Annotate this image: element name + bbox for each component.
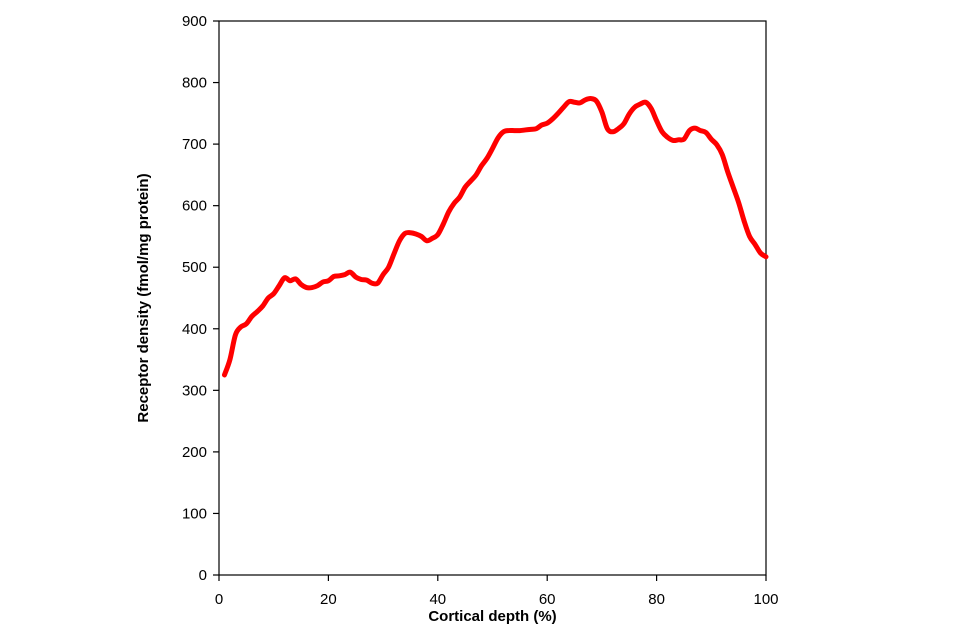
- x-axis-title: Cortical depth (%): [428, 608, 556, 625]
- x-tick-label: 40: [429, 591, 446, 608]
- x-tick-label: 20: [320, 591, 337, 608]
- y-tick-label: 200: [182, 444, 207, 461]
- x-tick-label: 80: [648, 591, 665, 608]
- y-tick-label: 600: [182, 198, 207, 215]
- y-tick-label: 800: [182, 75, 207, 92]
- plot-frame: [218, 20, 767, 576]
- y-axis-ticks: 0 100 200 300 400 500 600 700 800 900: [182, 13, 219, 584]
- y-tick-label: 700: [182, 136, 207, 153]
- data-series: [221, 96, 769, 378]
- y-tick-label: 300: [182, 382, 207, 399]
- x-axis-ticks: 0 20 40 60 80 100: [215, 575, 779, 608]
- y-axis-title: Receptor density (fmol/mg protein): [135, 173, 152, 422]
- y-tick-label: 500: [182, 259, 207, 276]
- x-tick-label: 100: [753, 591, 778, 608]
- series-line: [221, 96, 769, 378]
- y-tick-label: 900: [182, 13, 207, 30]
- y-tick-label: 0: [199, 567, 207, 584]
- y-tick-label: 400: [182, 321, 207, 338]
- x-tick-label: 0: [215, 591, 223, 608]
- x-tick-label: 60: [539, 591, 556, 608]
- y-tick-label: 100: [182, 505, 207, 522]
